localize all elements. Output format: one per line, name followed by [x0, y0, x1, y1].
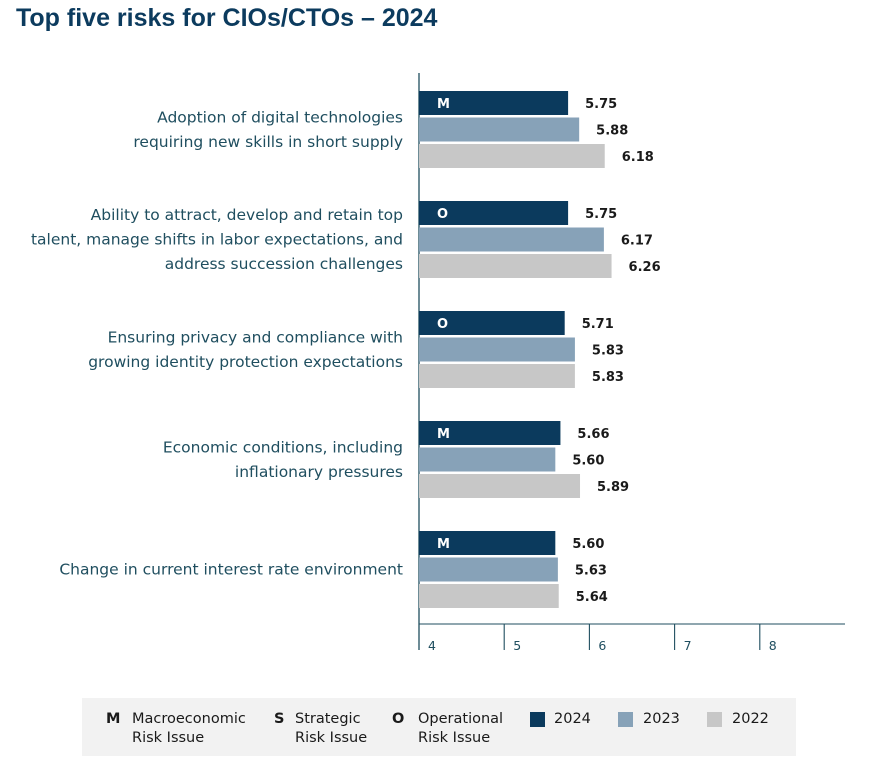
x-tick-label-5: 5 [513, 638, 521, 653]
legend-macroeconomic-line1: Macroeconomic [132, 711, 246, 727]
value-label-2023-cat-2: 6.17 [621, 234, 653, 249]
x-tick-label-4: 4 [428, 638, 436, 653]
risk-type-badge-cat-4: M [437, 427, 450, 442]
risk-type-badge-cat-2: O [437, 207, 448, 222]
legend-code-operational: O [392, 711, 405, 727]
bar-2024-cat-2 [419, 201, 569, 225]
x-tick-label-7: 7 [684, 638, 692, 653]
risk-type-badge-cat-5: M [437, 537, 450, 552]
bar-2023-cat-1 [419, 117, 580, 142]
value-label-2024-cat-3: 5.71 [582, 317, 614, 332]
category-label-2-line-2: talent, manage shifts in labor expectati… [31, 231, 403, 249]
legend-operational-line2: Risk Issue [418, 730, 491, 746]
legend-strategic-line1: Strategic [295, 711, 361, 727]
bar-2024-cat-5 [419, 531, 556, 555]
category-label-2-line-3: address succession challenges [165, 255, 403, 273]
bar-chart: 4 5 6 7 8 5.75 5.88 6.18 M Adoption of digital te… [31, 73, 845, 653]
legend-code-macroeconomic: M [106, 711, 121, 727]
category-label-2-line-1: Ability to attract, develop and retain t… [91, 206, 403, 224]
category-label-1-line-1: Adoption of digital technologies [157, 108, 403, 126]
legend-swatch-2024 [530, 712, 545, 727]
value-label-2024-cat-1: 5.75 [585, 97, 617, 112]
chart-title: Top five risks for CIOs/CTOs – 2024 [16, 4, 438, 32]
category-label-4-line-1: Economic conditions, including [163, 438, 403, 456]
bar-2024-cat-3 [419, 311, 565, 335]
legend-operational-line1: Operational [418, 711, 504, 727]
risk-type-badge-cat-3: O [437, 317, 448, 332]
legend-label-2023: 2023 [643, 711, 680, 727]
value-label-2022-cat-4: 5.89 [597, 480, 629, 495]
legend-label-2022: 2022 [732, 711, 769, 727]
value-label-2024-cat-4: 5.66 [577, 427, 609, 442]
bar-2022-cat-5 [419, 584, 559, 608]
value-label-2023-cat-4: 5.60 [572, 454, 604, 469]
category-label-1-line-2: requiring new skills in short supply [133, 133, 403, 151]
bar-2022-cat-3 [419, 364, 575, 388]
legend-macroeconomic-line2: Risk Issue [132, 730, 205, 746]
x-tick-label-6: 6 [598, 638, 606, 653]
category-label-5-line-1: Change in current interest rate environm… [59, 561, 403, 579]
bar-2024-cat-4 [419, 421, 561, 445]
value-label-2023-cat-3: 5.83 [592, 344, 624, 359]
x-tick-label-8: 8 [769, 638, 777, 653]
value-label-2022-cat-5: 5.64 [576, 590, 608, 605]
risk-type-badge-cat-1: M [437, 97, 450, 112]
value-label-2023-cat-1: 5.88 [596, 124, 628, 139]
bar-2022-cat-2 [419, 254, 612, 278]
legend: M Macroeconomic Risk Issue S Strategic R… [82, 698, 796, 756]
legend-label-2024: 2024 [554, 711, 591, 727]
value-label-2022-cat-2: 6.26 [629, 260, 661, 275]
bar-2023-cat-4 [419, 447, 556, 472]
value-label-2022-cat-1: 6.18 [622, 150, 654, 165]
value-label-2022-cat-3: 5.83 [592, 370, 624, 385]
value-label-2024-cat-2: 5.75 [585, 207, 617, 222]
legend-swatch-2022 [707, 712, 722, 727]
value-label-2024-cat-5: 5.60 [572, 537, 604, 552]
category-label-3-line-1: Ensuring privacy and compliance with [108, 328, 403, 346]
category-label-3-line-2: growing identity protection expectations [88, 353, 403, 371]
category-label-4-line-2: inflationary pressures [235, 463, 403, 481]
legend-swatch-2023 [618, 712, 633, 727]
value-label-2023-cat-5: 5.63 [575, 564, 607, 579]
bar-2023-cat-3 [419, 337, 575, 362]
bar-2023-cat-2 [419, 227, 604, 252]
bar-2022-cat-1 [419, 144, 605, 168]
legend-strategic-line2: Risk Issue [295, 730, 368, 746]
bar-2023-cat-5 [419, 557, 558, 582]
bar-2024-cat-1 [419, 91, 569, 115]
legend-code-strategic: S [274, 711, 285, 727]
bar-2022-cat-4 [419, 474, 581, 498]
